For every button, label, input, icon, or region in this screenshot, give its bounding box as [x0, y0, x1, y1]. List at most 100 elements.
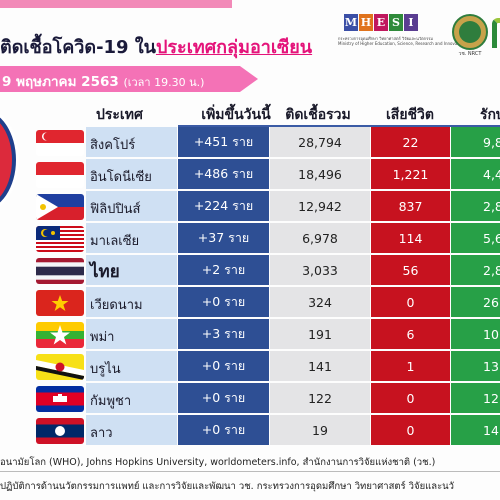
header-total: ติดเชื้อรวม	[285, 107, 351, 123]
total-cases-cell: 3,033	[270, 255, 370, 285]
new-cases-cell: +2 ราย	[178, 255, 269, 285]
date-text: 9 พฤษภาคม 2563 (เวลา 19.30 น.)	[2, 70, 204, 92]
table-row: สิงคโปร์ +451 ราย 28,794 22 9,8	[0, 127, 500, 158]
country-name: ลาว	[90, 426, 113, 441]
country-name: ไทย	[90, 262, 120, 282]
new-cases-cell: +486 ราย	[178, 159, 269, 189]
indonesia-flag	[36, 162, 84, 188]
recovered-cell: 26	[451, 287, 500, 317]
recovered-cell: 5,6	[451, 223, 500, 253]
deaths-cell: 1	[371, 351, 450, 381]
country-name: มาเลเซีย	[90, 234, 140, 249]
date-main: 9 พฤษภาคม 2563	[2, 74, 119, 90]
country-cell	[86, 191, 177, 221]
country-name: อินโดนีเซีย	[90, 170, 152, 185]
country-name: บรูไน	[90, 362, 121, 377]
deaths-cell: 1,221	[371, 159, 450, 189]
new-cases-cell: +0 ราย	[178, 415, 269, 445]
table-row: ฟิลิปปินส์ +224 ราย 12,942 837 2,8	[0, 191, 500, 222]
footer-sources: อนามัยโลก (WHO), Johns Hopkins Universit…	[0, 457, 436, 468]
table-row: บรูไน +0 ราย 141 1 13	[0, 351, 500, 382]
recovered-cell: 2,8	[451, 191, 500, 221]
green-leaf-icon	[492, 18, 500, 48]
deaths-cell: 6	[371, 319, 450, 349]
deaths-cell: 114	[371, 223, 450, 253]
header-new-today: เพิ่มขึ้นวันนี้	[201, 107, 271, 123]
singapore-flag	[36, 130, 84, 156]
recovered-cell: 4,4	[451, 159, 500, 189]
country-cell	[86, 319, 177, 349]
malaysia-flag	[36, 226, 84, 252]
total-cases-cell: 28,794	[270, 127, 370, 157]
country-cell	[86, 255, 177, 285]
new-cases-cell: +0 ราย	[178, 351, 269, 381]
table-row: พม่า +3 ราย 191 6 10	[0, 319, 500, 350]
brunei-flag	[36, 354, 84, 380]
top-accent-bar	[0, 0, 232, 8]
total-cases-cell: 18,496	[270, 159, 370, 189]
mhesi-letter: M	[344, 14, 358, 31]
mhesi-letter: I	[404, 14, 418, 31]
total-cases-cell: 12,942	[270, 191, 370, 221]
country-name: เวียดนาม	[90, 298, 143, 313]
title-highlight: ประเทศกลุ่มอาเซียน	[155, 37, 313, 58]
mhesi-subtitle: กระทรวงการอุดมศึกษา วิทยาศาสตร์ วิจัยและ…	[338, 36, 465, 46]
header-divider	[178, 125, 500, 127]
deaths-cell: 22	[371, 127, 450, 157]
table-row: กัมพูชา +0 ราย 122 0 12	[0, 383, 500, 414]
total-cases-cell: 141	[270, 351, 370, 381]
mhesi-subtitle-th: กระทรวงการอุดมศึกษา วิทยาศาสตร์ วิจัยและ…	[338, 36, 434, 41]
total-cases-cell: 191	[270, 319, 370, 349]
nrct-label: วช. NRCT	[458, 51, 482, 57]
deaths-cell: 56	[371, 255, 450, 285]
country-name: ฟิลิปปินส์	[90, 202, 141, 217]
laos-flag	[36, 418, 84, 444]
philippines-flag	[36, 194, 84, 220]
total-cases-cell: 6,978	[270, 223, 370, 253]
country-cell	[86, 223, 177, 253]
mhesi-subtitle-en: Ministry of Higher Education, Science, R…	[338, 41, 465, 46]
recovered-cell: 2,8	[451, 255, 500, 285]
country-cell	[86, 159, 177, 189]
title-prefix: ติดเชื้อโควิด-19 ใน	[0, 37, 156, 58]
total-cases-cell: 324	[270, 287, 370, 317]
mhesi-letter: S	[389, 14, 403, 31]
vietnam-flag	[36, 290, 84, 316]
table-row: ลาว +0 ราย 19 0 14	[0, 415, 500, 446]
footer-credit: ปฏิบัติการด้านนวัตกรรมการแพทย์ และการวิจ…	[0, 481, 455, 492]
new-cases-cell: +37 ราย	[178, 223, 269, 253]
new-cases-cell: +3 ราย	[178, 319, 269, 349]
date-banner: 9 พฤษภาคม 2563 (เวลา 19.30 น.)	[0, 66, 258, 92]
myanmar-flag	[36, 322, 84, 348]
mhesi-letter: H	[359, 14, 373, 31]
country-name: กัมพูชา	[90, 394, 132, 409]
total-cases-cell: 122	[270, 383, 370, 413]
new-cases-cell: +224 ราย	[178, 191, 269, 221]
recovered-cell: 14	[451, 415, 500, 445]
table-row: เวียดนาม +0 ราย 324 0 26	[0, 287, 500, 318]
country-cell	[86, 415, 177, 445]
nrct-emblem-icon	[452, 14, 488, 50]
page-title: ติดเชื้อโควิด-19 ในประเทศกลุ่มอาเซียน	[0, 32, 312, 61]
country-cell	[86, 127, 177, 157]
deaths-cell: 837	[371, 191, 450, 221]
recovered-cell: 12	[451, 383, 500, 413]
recovered-cell: 10	[451, 319, 500, 349]
footer-divider	[0, 471, 500, 472]
mhesi-letter: E	[374, 14, 388, 31]
total-cases-cell: 19	[270, 415, 370, 445]
country-cell	[86, 383, 177, 413]
cambodia-flag	[36, 386, 84, 412]
recovered-cell: 13	[451, 351, 500, 381]
deaths-cell: 0	[371, 415, 450, 445]
header-country: ประเทศ	[96, 107, 143, 123]
date-time: (เวลา 19.30 น.)	[123, 76, 205, 89]
country-name: พม่า	[90, 330, 115, 345]
header-recovered: รักษา	[480, 107, 500, 123]
table-row: มาเลเซีย +37 ราย 6,978 114 5,6	[0, 223, 500, 254]
new-cases-cell: +0 ราย	[178, 287, 269, 317]
deaths-cell: 0	[371, 383, 450, 413]
